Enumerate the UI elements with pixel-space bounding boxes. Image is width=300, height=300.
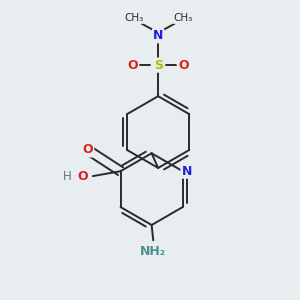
Text: N: N — [153, 29, 163, 42]
Text: O: O — [128, 59, 138, 72]
Text: O: O — [178, 59, 189, 72]
Text: O: O — [82, 143, 93, 157]
Text: CH₃: CH₃ — [124, 13, 143, 23]
Text: O: O — [78, 169, 88, 183]
Text: S: S — [154, 59, 163, 72]
Text: CH₃: CH₃ — [173, 13, 192, 23]
Text: H: H — [63, 169, 72, 183]
Text: NH₂: NH₂ — [140, 245, 166, 258]
Text: N: N — [182, 165, 192, 178]
